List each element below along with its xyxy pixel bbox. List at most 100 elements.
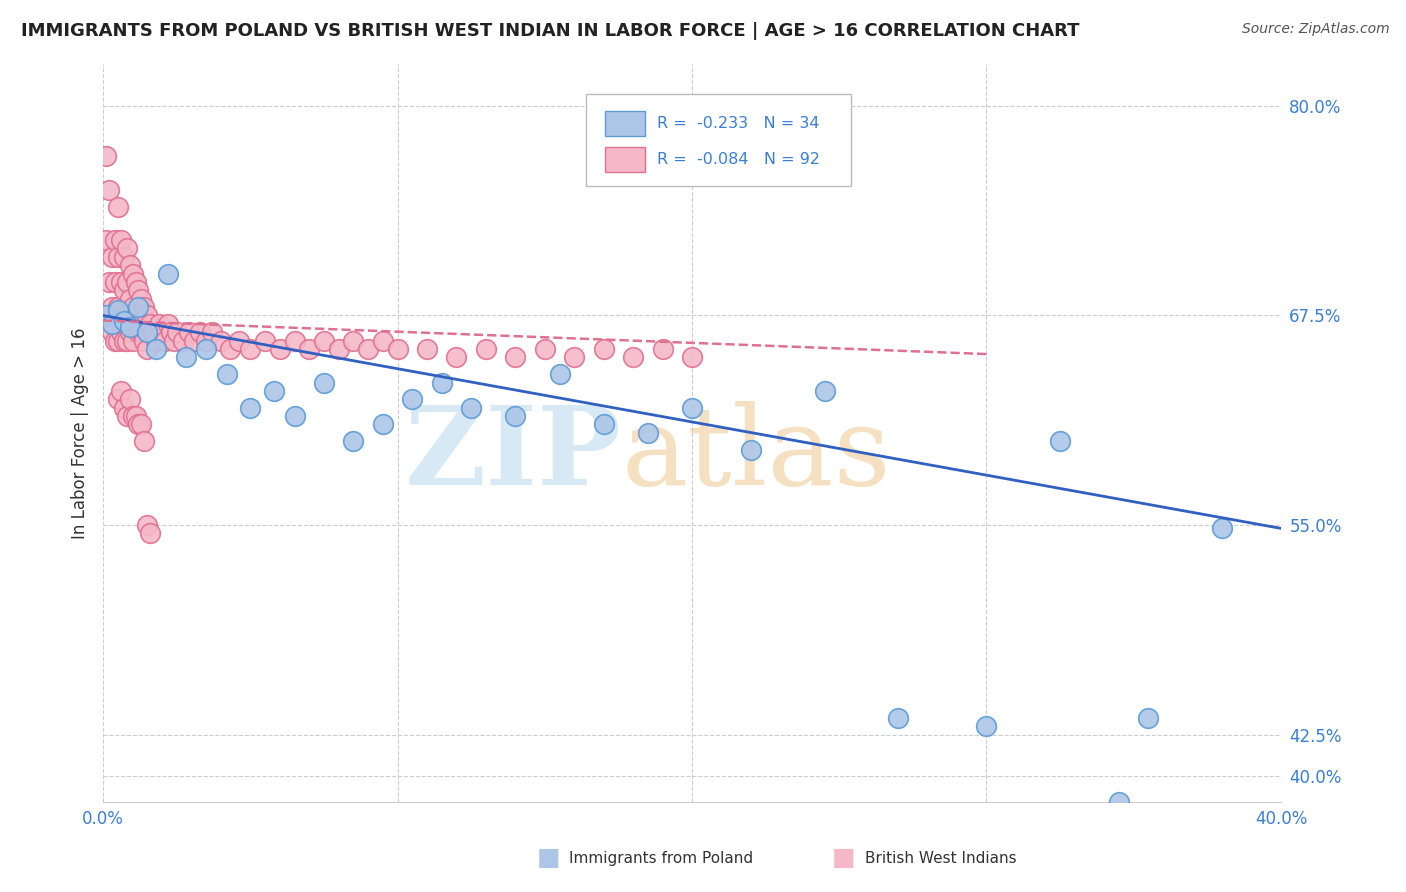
Point — [209, 334, 232, 348]
Point — [104, 334, 127, 348]
Point — [107, 300, 129, 314]
Point — [188, 325, 211, 339]
Point — [104, 233, 127, 247]
FancyBboxPatch shape — [605, 111, 645, 136]
Point — [136, 342, 159, 356]
Point — [976, 719, 998, 733]
Point — [681, 401, 703, 415]
Point — [156, 317, 179, 331]
Point — [115, 409, 138, 423]
Point — [121, 267, 143, 281]
Point — [124, 317, 146, 331]
Point — [112, 313, 135, 327]
Point — [101, 250, 124, 264]
Point — [124, 409, 146, 423]
Point — [1049, 434, 1071, 449]
Point — [112, 401, 135, 415]
Point — [195, 334, 218, 348]
Point — [342, 434, 364, 449]
Point — [548, 367, 571, 381]
Point — [115, 242, 138, 256]
Point — [127, 417, 149, 432]
Point — [115, 334, 138, 348]
Point — [239, 401, 262, 415]
Point — [101, 317, 124, 331]
Point — [562, 351, 585, 365]
Point — [215, 367, 238, 381]
Text: Immigrants from Poland: Immigrants from Poland — [569, 851, 754, 865]
Text: ■: ■ — [537, 847, 560, 870]
Point — [107, 200, 129, 214]
Point — [150, 325, 173, 339]
Point — [115, 309, 138, 323]
Point — [121, 300, 143, 314]
Point — [124, 275, 146, 289]
Point — [681, 351, 703, 365]
Point — [195, 342, 218, 356]
Point — [112, 334, 135, 348]
Point — [101, 325, 124, 339]
Point — [592, 342, 614, 356]
Point — [239, 342, 262, 356]
Point — [263, 384, 285, 398]
Point — [127, 300, 149, 314]
Point — [94, 309, 117, 323]
Point — [136, 518, 159, 533]
Point — [505, 351, 527, 365]
Point — [183, 334, 205, 348]
Point — [387, 342, 409, 356]
Y-axis label: In Labor Force | Age > 16: In Labor Force | Age > 16 — [72, 327, 89, 539]
Point — [136, 309, 159, 323]
Point — [312, 376, 335, 390]
Text: ZIP: ZIP — [405, 401, 621, 508]
Point — [110, 384, 132, 398]
Point — [1211, 521, 1233, 535]
Point — [163, 334, 186, 348]
Point — [201, 325, 224, 339]
Point — [110, 325, 132, 339]
Point — [118, 325, 141, 339]
Text: atlas: atlas — [621, 401, 891, 508]
Point — [813, 384, 835, 398]
Point — [136, 325, 159, 339]
Point — [94, 233, 117, 247]
Text: British West Indians: British West Indians — [865, 851, 1017, 865]
Text: ■: ■ — [832, 847, 855, 870]
Point — [110, 233, 132, 247]
Point — [107, 334, 129, 348]
Point — [107, 303, 129, 318]
Point — [637, 425, 659, 440]
Point — [328, 342, 350, 356]
Point — [118, 258, 141, 272]
Point — [357, 342, 380, 356]
Point — [533, 342, 555, 356]
Text: Source: ZipAtlas.com: Source: ZipAtlas.com — [1241, 22, 1389, 37]
Point — [153, 334, 176, 348]
Point — [1137, 711, 1160, 725]
Point — [430, 376, 453, 390]
Point — [104, 275, 127, 289]
Point — [118, 392, 141, 407]
Point — [127, 284, 149, 298]
Point — [107, 250, 129, 264]
Point — [371, 334, 394, 348]
Point — [145, 342, 167, 356]
Text: R =  -0.084   N = 92: R = -0.084 N = 92 — [657, 153, 820, 168]
Point — [134, 300, 156, 314]
Point — [416, 342, 439, 356]
Point — [740, 442, 762, 457]
Point — [460, 401, 482, 415]
Point — [371, 417, 394, 432]
Text: R =  -0.233   N = 34: R = -0.233 N = 34 — [657, 116, 820, 130]
Point — [228, 334, 250, 348]
Point — [283, 409, 305, 423]
Point — [127, 325, 149, 339]
Point — [112, 250, 135, 264]
Point — [446, 351, 468, 365]
Point — [887, 711, 910, 725]
Point — [312, 334, 335, 348]
Point — [107, 392, 129, 407]
Point — [142, 325, 165, 339]
FancyBboxPatch shape — [586, 94, 851, 186]
Point — [298, 342, 321, 356]
